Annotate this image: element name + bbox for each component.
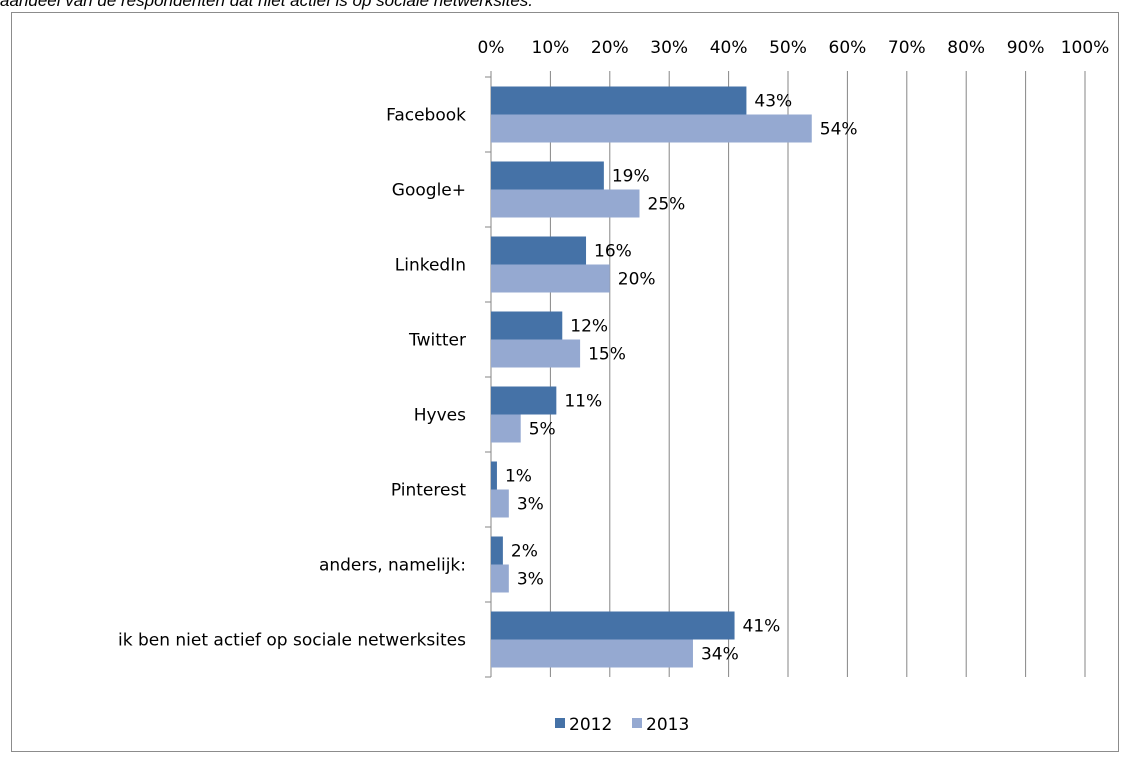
x-tick-label: 20% [591,38,629,58]
x-tick-label: 100% [1061,38,1110,58]
bar [491,114,812,143]
category-label: Pinterest [391,481,466,501]
legend: 2012 2013 [555,715,689,735]
bar [491,189,640,218]
x-tick-label: 50% [769,38,807,58]
x-tick-label: 40% [710,38,748,58]
data-label: 5% [529,420,556,440]
category-label: anders, namelijk: [319,556,466,576]
x-tick-label: 10% [532,38,570,58]
category-label: Facebook [386,106,466,126]
x-tick-label: 60% [829,38,867,58]
data-label: 25% [648,195,686,215]
legend-label: 2013 [646,715,689,735]
category-label: Twitter [408,331,466,351]
bar [491,564,509,593]
bar [491,536,503,565]
legend-label: 2012 [569,715,612,735]
x-axis-ticks: 0% 10% 20% 30% 40% 50% 60% 70% 80% 90% 100% [478,38,1110,58]
bars [491,86,812,668]
x-tick-label: 80% [947,38,985,58]
data-label: 15% [588,345,626,365]
data-label: 3% [517,570,544,590]
x-tick-label: 30% [650,38,688,58]
data-label: 41% [743,617,781,637]
data-label: 19% [612,167,650,187]
category-labels: Facebook Google+ LinkedIn Twitter Hyves Pinte… [118,106,466,651]
data-label: 11% [564,392,602,412]
data-label: 2% [511,542,538,562]
data-label: 34% [701,645,739,665]
bar [491,264,610,293]
bar [491,461,497,490]
data-label: 3% [517,495,544,515]
x-tick-label: 70% [888,38,926,58]
legend-swatch [632,718,642,728]
data-label: 43% [754,92,792,112]
bar [491,86,747,115]
data-label: 1% [505,467,532,487]
category-label: LinkedIn [395,256,466,276]
bar [491,414,521,443]
bar [491,339,581,368]
x-tick-label: 0% [478,38,505,58]
data-label: 16% [594,242,632,262]
data-labels: 43% 54% 19% 25% 16% 20% 12% 15% 11% 5% 1% 3% 2% 3% 41%… [505,92,858,665]
data-label: 12% [570,317,608,337]
bar [491,611,735,640]
bar [491,386,557,415]
legend-swatch [555,718,565,728]
bar [491,311,563,340]
category-label: Google+ [392,181,466,201]
data-label: 20% [618,270,656,290]
bar [491,639,693,668]
chart-caption: aandeel van de respondenten dat niet act… [0,0,534,10]
bar [491,161,604,190]
category-label: ik ben niet actief op sociale netwerksit… [118,631,466,651]
bar [491,236,587,265]
x-tick-label: 90% [1007,38,1045,58]
category-label: Hyves [414,406,466,426]
bar [491,489,509,518]
data-label: 54% [820,120,858,140]
